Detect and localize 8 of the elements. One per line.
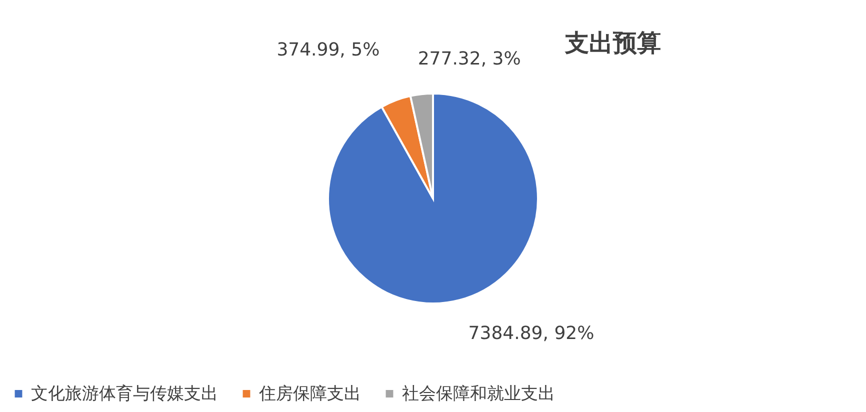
pie-slice [327, 92, 539, 304]
legend-label: 住房保障支出 [258, 384, 361, 404]
data-label: 374.99, 5% [276, 39, 380, 60]
legend-label: 社会保障和就业支出 [402, 384, 555, 404]
data-label: 7384.89, 92% [468, 322, 594, 344]
chart-title: 支出预算 [564, 29, 661, 57]
data-label: 277.32, 3% [418, 48, 521, 70]
legend-label: 文化旅游体育与传媒支出 [31, 384, 218, 404]
